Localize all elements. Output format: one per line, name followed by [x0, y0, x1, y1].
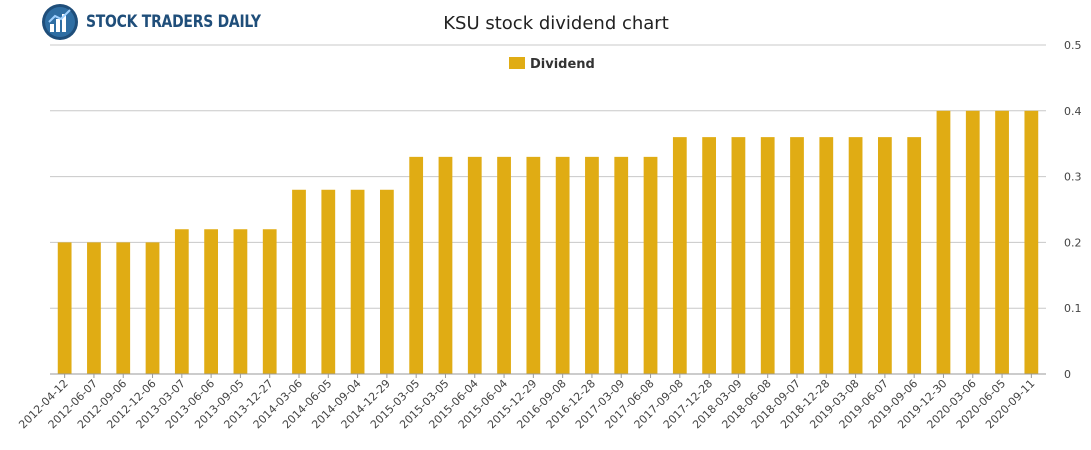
legend-swatch — [509, 57, 525, 69]
bar — [292, 189, 306, 374]
bar — [379, 189, 394, 374]
brand-name: STOCK TRADERS DAILY — [86, 12, 261, 32]
bar — [409, 156, 424, 374]
bar — [262, 229, 277, 374]
bar — [585, 156, 599, 374]
bar — [438, 156, 453, 374]
bar — [57, 242, 72, 374]
bar — [614, 156, 629, 374]
bar — [819, 137, 834, 374]
bar — [790, 137, 804, 374]
chart-title: KSU stock dividend chart — [443, 13, 669, 34]
y-tick-label: 0.2 — [1064, 236, 1082, 249]
bar — [467, 156, 482, 374]
bar — [497, 156, 511, 374]
y-tick-label: 0.5 — [1064, 39, 1082, 52]
bar — [116, 242, 131, 374]
bar — [965, 110, 980, 375]
bar — [321, 189, 336, 374]
y-tick-label: 0 — [1064, 368, 1071, 381]
bar — [848, 137, 863, 374]
bar — [350, 189, 365, 374]
y-tick-label: 0.3 — [1064, 171, 1082, 184]
bar — [1024, 110, 1039, 375]
y-axis: 0 0.1 0.2 0.3 0.4 0.5 — [1064, 39, 1082, 381]
y-tick-label: 0.1 — [1064, 302, 1082, 315]
y-tick-label: 0.4 — [1064, 105, 1082, 118]
bar — [526, 156, 541, 374]
bar — [702, 137, 717, 374]
bar — [995, 110, 1009, 375]
brand-logo[interactable]: STOCK TRADERS DAILY — [40, 2, 261, 42]
x-axis: 2012-04-122012-06-072012-09-062012-12-06… — [16, 373, 1046, 431]
bar — [643, 156, 658, 374]
bar — [760, 137, 775, 374]
bar — [672, 137, 687, 374]
legend: Dividend — [509, 57, 595, 72]
grid-lines — [50, 44, 1046, 375]
legend-label: Dividend — [530, 57, 595, 72]
bar — [877, 137, 892, 374]
bars — [57, 110, 1039, 375]
bar — [731, 137, 746, 374]
bar — [936, 110, 951, 375]
bar — [204, 229, 219, 374]
bar — [174, 229, 189, 374]
bar — [233, 229, 248, 374]
bar — [555, 156, 570, 374]
bar — [87, 242, 101, 374]
bar — [907, 137, 922, 374]
bar — [145, 242, 160, 374]
bar-chart-globe-icon — [42, 4, 78, 40]
